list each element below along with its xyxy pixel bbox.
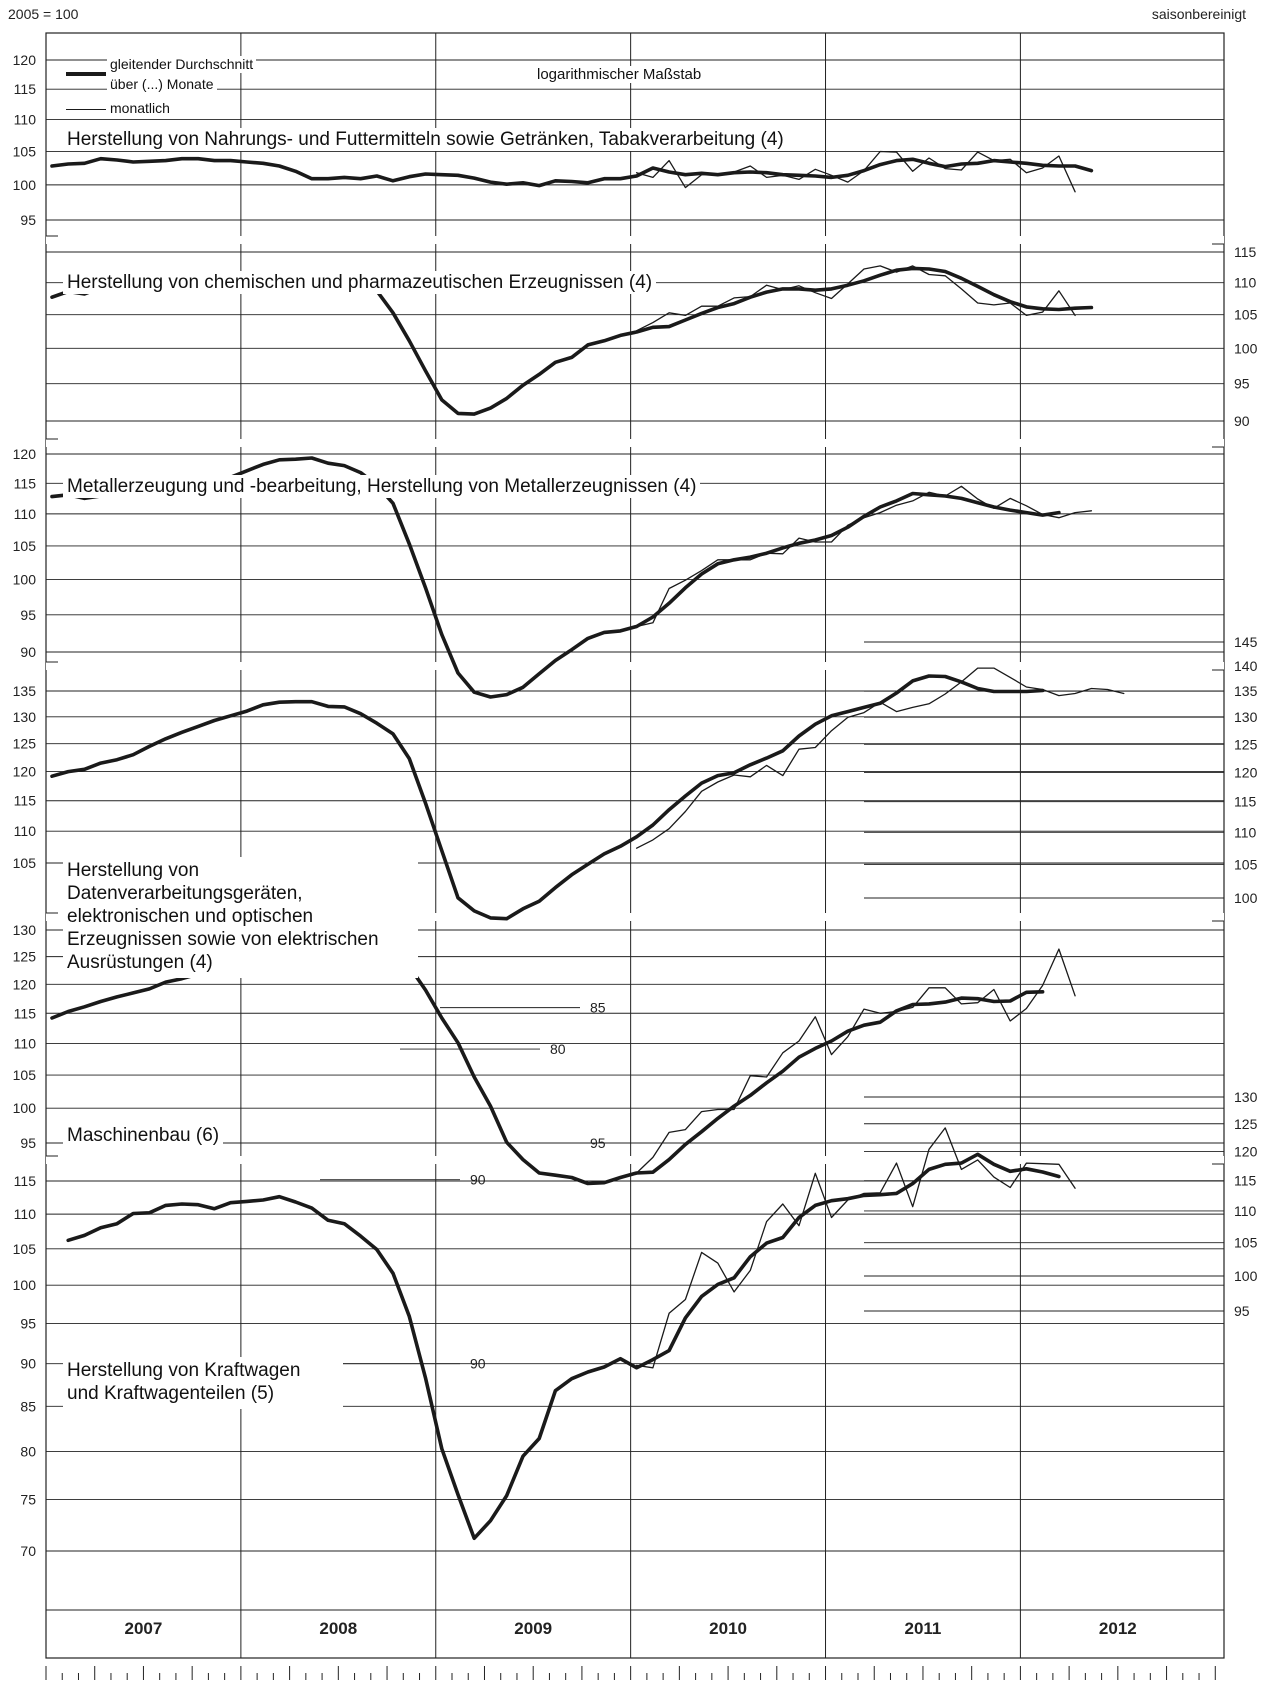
y-tick-label-left: 70	[20, 1543, 36, 1559]
y-tick-label-right: 120	[1234, 764, 1258, 780]
monthly-line	[635, 948, 1076, 1174]
year-label: 2009	[514, 1619, 552, 1638]
y-tick-label-right: 90	[1234, 413, 1250, 429]
y-tick-label-right: 115	[1234, 794, 1257, 810]
y-tick-label-right: 105	[1234, 1235, 1258, 1251]
panel-title-machinery: Maschinenbau (6)	[63, 1124, 224, 1147]
y-tick-label-left: 100	[13, 1100, 37, 1116]
y-tick-label-left: 115	[14, 475, 37, 491]
monthly-line	[635, 485, 1093, 628]
moving-average-line	[50, 156, 1094, 188]
panel-title-food: Herstellung von Nahrungs- und Futtermitt…	[63, 128, 788, 151]
y-tick-label-left: 115	[14, 1005, 37, 1021]
y-tick-label-left: 115	[14, 793, 37, 809]
y-tick-label-left: 95	[20, 212, 36, 228]
y-tick-label-right: 105	[1234, 307, 1258, 323]
base-year-label: 2005 = 100	[8, 6, 79, 22]
y-tick-label-right: 110	[1234, 275, 1257, 291]
y-tick-label-left: 100	[13, 571, 37, 587]
y-tick-label-left: 105	[13, 855, 37, 871]
y-tick-label-left: 110	[14, 1035, 37, 1051]
y-tick-label-left: 120	[13, 446, 37, 462]
inner-tick-label: 95	[590, 1135, 606, 1151]
log-scale-note: logarithmischer Maßstab	[534, 66, 705, 83]
year-label: 2010	[709, 1619, 747, 1638]
y-tick-label-left: 105	[13, 538, 37, 554]
moving-average-line	[66, 1152, 1061, 1541]
y-tick-label-left: 120	[13, 52, 37, 68]
plot-frame	[45, 32, 1225, 1659]
moving-average-legend-line	[66, 72, 106, 76]
monthly-line	[635, 667, 1125, 849]
y-tick-label-left: 85	[20, 1398, 36, 1414]
panel-title-metals: Metallerzeugung und -bearbeitung, Herste…	[63, 475, 701, 498]
y-tick-label-left: 80	[20, 1443, 36, 1459]
y-tick-label-left: 105	[13, 143, 37, 159]
legend-months-label: über (...) Monate	[107, 76, 217, 93]
y-tick-label-left: 100	[13, 1277, 37, 1293]
y-tick-label-right: 125	[1234, 736, 1258, 752]
seasonal-adjustment-label: saisonbereinigt	[1151, 6, 1246, 22]
y-tick-label-right: 115	[1234, 244, 1257, 260]
y-tick-label-right: 115	[1234, 1173, 1257, 1189]
y-tick-label-left: 95	[20, 1135, 36, 1151]
y-tick-label-left: 105	[13, 1067, 37, 1083]
y-tick-label-left: 130	[13, 709, 37, 725]
y-tick-label-right: 100	[1234, 340, 1258, 356]
y-tick-label-left: 95	[20, 607, 36, 623]
y-tick-label-right: 100	[1234, 890, 1258, 906]
panel-title-automotive: Herstellung von Kraftwagen und Kraftwage…	[63, 1357, 343, 1409]
inner-tick-label: 80	[550, 1041, 566, 1057]
year-label: 2012	[1099, 1619, 1137, 1638]
y-tick-label-left: 100	[13, 177, 37, 193]
monthly-legend-line	[66, 109, 106, 110]
y-tick-label-left: 90	[20, 644, 36, 660]
inner-tick-label: 90	[470, 1172, 486, 1188]
y-tick-label-left: 135	[13, 683, 37, 699]
y-tick-label-right: 110	[1234, 1203, 1257, 1219]
y-tick-label-right: 105	[1234, 856, 1258, 872]
y-tick-label-right: 130	[1234, 1089, 1258, 1105]
y-tick-label-right: 130	[1234, 709, 1258, 725]
panel-title-electronics: Herstellung von Datenverarbeitungsgeräte…	[63, 857, 418, 978]
y-tick-label-left: 75	[20, 1492, 36, 1508]
year-label: 2011	[905, 1619, 942, 1638]
y-tick-label-right: 100	[1234, 1268, 1258, 1284]
y-tick-label-left: 110	[14, 506, 37, 522]
y-tick-label-right: 145	[1234, 634, 1258, 650]
y-tick-label-right: 95	[1234, 1303, 1250, 1319]
y-tick-label-left: 105	[13, 1241, 37, 1257]
y-tick-label-right: 110	[1234, 824, 1257, 840]
y-tick-label-left: 120	[13, 764, 37, 780]
y-tick-label-left: 115	[14, 81, 37, 97]
monthly-line	[635, 265, 1076, 332]
y-tick-label-left: 90	[20, 1356, 36, 1372]
y-tick-label-right: 95	[1234, 376, 1250, 392]
year-label: 2007	[125, 1619, 163, 1638]
y-tick-label-right: 140	[1234, 658, 1258, 674]
y-tick-label-left: 110	[14, 1206, 37, 1222]
y-tick-label-left: 110	[14, 823, 37, 839]
y-tick-label-left: 125	[13, 736, 37, 752]
legend-monthly-label: monatlich	[107, 100, 173, 117]
inner-tick-label: 90	[470, 1356, 486, 1372]
inner-tick-label: 85	[590, 1000, 606, 1016]
monthly-line	[635, 150, 1076, 193]
y-tick-label-right: 135	[1234, 683, 1258, 699]
y-tick-label-left: 120	[13, 976, 37, 992]
y-tick-label-left: 95	[20, 1315, 36, 1331]
y-tick-label-left: 125	[13, 949, 37, 965]
y-tick-label-left: 115	[14, 1173, 37, 1189]
legend-moving-average-label: gleitender Durchschnitt	[107, 56, 257, 73]
y-tick-label-right: 125	[1234, 1116, 1258, 1132]
year-label: 2008	[319, 1619, 357, 1638]
panel-title-chemicals: Herstellung von chemischen und pharmazeu…	[63, 271, 657, 294]
y-tick-label-left: 130	[13, 922, 37, 938]
y-tick-label-right: 120	[1234, 1144, 1258, 1160]
monthly-line	[635, 1127, 1076, 1369]
y-tick-label-left: 110	[14, 112, 37, 128]
